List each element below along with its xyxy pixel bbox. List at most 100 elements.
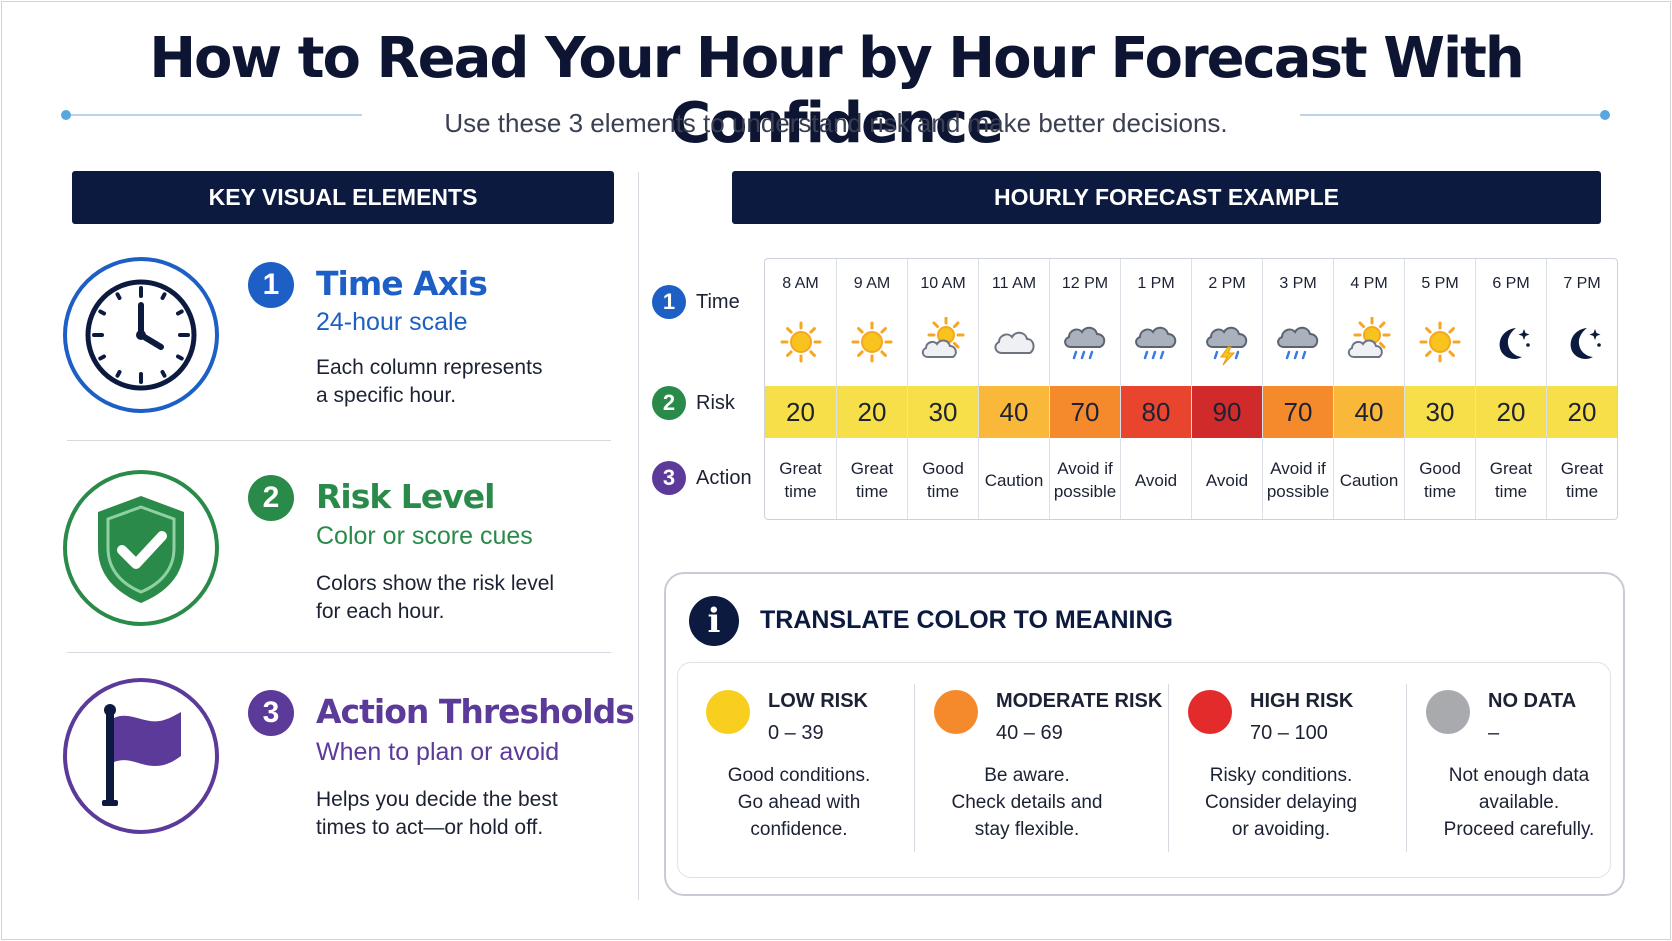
row-label-time: 1 Time: [652, 285, 740, 319]
title-rule-right: [1300, 114, 1604, 116]
forecast-example-header: HOURLY FORECAST EXAMPLE: [732, 171, 1601, 224]
hour-label: 10 AM: [920, 275, 966, 292]
row-3-badge: 3: [652, 461, 686, 495]
action-text-line: Avoid if: [1270, 459, 1326, 478]
element-3-desc-line: Helps you decide the best: [316, 788, 558, 811]
color-legend-panel: [664, 572, 1625, 896]
action-text-line: possible: [1053, 482, 1117, 501]
row-1-label: Time: [696, 290, 740, 313]
hour-label: 5 PM: [1421, 275, 1459, 292]
rain-icon: [1135, 326, 1177, 360]
legend-description: Risky conditions. Consider delaying or avo…: [1166, 762, 1396, 843]
legend-color-dot: [1426, 690, 1470, 734]
hour-label: 1 PM: [1137, 275, 1175, 292]
action-cell: Good time: [908, 457, 978, 503]
moon-icon: [1499, 328, 1530, 359]
hour-label: 9 AM: [853, 275, 891, 292]
hourly-forecast-table: 8 AM 20 Great time 9 AM 20 Great time 10 AM 30 Goo…: [764, 258, 1618, 520]
element-1-desc-line: Each column represents: [316, 356, 543, 379]
legend-desc-line: Not enough data: [1448, 765, 1590, 786]
element-3-badge: 3: [248, 690, 294, 736]
partly-cloudy-icon: [921, 317, 965, 358]
action-text-line: Great: [850, 459, 894, 478]
color-legend-cards: [677, 662, 1611, 878]
action-text-line: Avoid if: [1057, 459, 1113, 478]
action-text-line: Caution: [1339, 470, 1399, 490]
hour-column: 4 PM 40 Caution: [1333, 259, 1404, 519]
risk-score-cell: 20: [1547, 386, 1617, 438]
risk-score-cell: 40: [979, 386, 1049, 438]
hour-label: 6 PM: [1492, 275, 1530, 292]
element-1-subtitle: 24-hour scale: [316, 308, 468, 336]
rain-icon: [1064, 326, 1106, 360]
legend-title: TRANSLATE COLOR TO MEANING: [760, 606, 1173, 634]
action-cell: Great time: [1476, 457, 1546, 503]
partly-cloudy-icon: [1347, 317, 1391, 358]
legend-desc-line: Go ahead with: [737, 792, 861, 813]
hour-column: 2 PM 90 Avoid: [1191, 259, 1262, 519]
element-3-subtitle: When to plan or avoid: [316, 738, 560, 766]
legend-level-name: HIGH RISK: [1250, 690, 1354, 712]
hour-label: 4 PM: [1350, 275, 1388, 292]
action-cell: Avoid: [1121, 457, 1191, 503]
legend-desc-line: available.: [1478, 792, 1560, 813]
shield-check-icon: [98, 496, 184, 603]
legend-level-name: MODERATE RISK: [996, 690, 1163, 712]
legend-description: Be aware. Check details and stay flexible.: [912, 762, 1142, 843]
title-rule-left: [66, 114, 362, 116]
title-rule-dot-left: [61, 110, 71, 120]
action-text-line: Great: [1560, 459, 1604, 478]
cloud-icon: [994, 331, 1035, 354]
element-1-desc-line: a specific hour.: [316, 384, 457, 407]
legend-desc-line: stay flexible.: [974, 819, 1080, 840]
risk-score-cell: 90: [1192, 386, 1262, 438]
key-elements-header: KEY VISUAL ELEMENTS: [72, 171, 614, 224]
action-text-line: time: [855, 482, 889, 501]
row-3-label: Action: [696, 466, 752, 489]
action-text-line: Great: [779, 459, 822, 478]
action-cell: Caution: [979, 457, 1049, 503]
sun-icon: [1419, 321, 1461, 363]
hour-column: 8 AM 20 Great time: [765, 259, 836, 519]
element-2-desc-line: Colors show the risk level: [316, 572, 555, 595]
hour-column: 6 PM 20 Great time: [1475, 259, 1546, 519]
rain-icon: [1277, 326, 1319, 360]
legend-level-name: NO DATA: [1488, 690, 1577, 712]
element-3-desc-line: times to act—or hold off.: [316, 816, 544, 839]
legend-color-dot: [1188, 690, 1232, 734]
hour-column: 7 PM 20 Great time: [1546, 259, 1617, 519]
action-cell: Avoid: [1192, 457, 1262, 503]
page-title: How to Read Your Hour by Hour Forecast W…: [149, 26, 1525, 156]
element-2-desc-line: for each hour.: [316, 600, 445, 623]
action-text-line: Avoid: [1205, 470, 1249, 490]
legend-desc-line: Check details and: [951, 792, 1103, 813]
element-divider: [67, 440, 611, 441]
action-text-line: possible: [1266, 482, 1330, 501]
risk-score-cell: 20: [765, 386, 836, 438]
element-1-badge: 1: [248, 262, 294, 308]
legend-description: Not enough data available. Proceed careful…: [1404, 762, 1634, 843]
legend-level-name: LOW RISK: [768, 690, 868, 712]
action-text-line: Good: [1419, 459, 1461, 478]
action-thresholds-icon-circle: [63, 678, 219, 834]
legend-range: 40 – 69: [996, 722, 1063, 744]
action-text-line: time: [1494, 482, 1528, 501]
hour-column: 3 PM 70 Avoid if possible: [1262, 259, 1333, 519]
hour-column: 12 PM 70 Avoid if possible: [1049, 259, 1120, 519]
action-text-line: time: [1423, 482, 1457, 501]
legend-range: 0 – 39: [768, 722, 824, 744]
legend-desc-line: Proceed carefully.: [1443, 819, 1595, 840]
page-subtitle: Use these 3 elements to understand risk …: [444, 108, 1228, 138]
risk-score-cell: 20: [1476, 386, 1546, 438]
risk-level-icon-circle: [63, 470, 219, 626]
element-2-description: Colors show the risk level for each hour…: [316, 570, 616, 626]
flag-icon: [102, 704, 181, 806]
action-cell: Great time: [765, 457, 836, 503]
risk-score-cell: 40: [1334, 386, 1404, 438]
legend-divider: [1168, 684, 1169, 852]
row-2-badge: 2: [652, 386, 686, 420]
hour-label: 7 PM: [1563, 275, 1601, 292]
risk-score-cell: 30: [1405, 386, 1475, 438]
action-cell: Avoid if possible: [1050, 457, 1120, 503]
